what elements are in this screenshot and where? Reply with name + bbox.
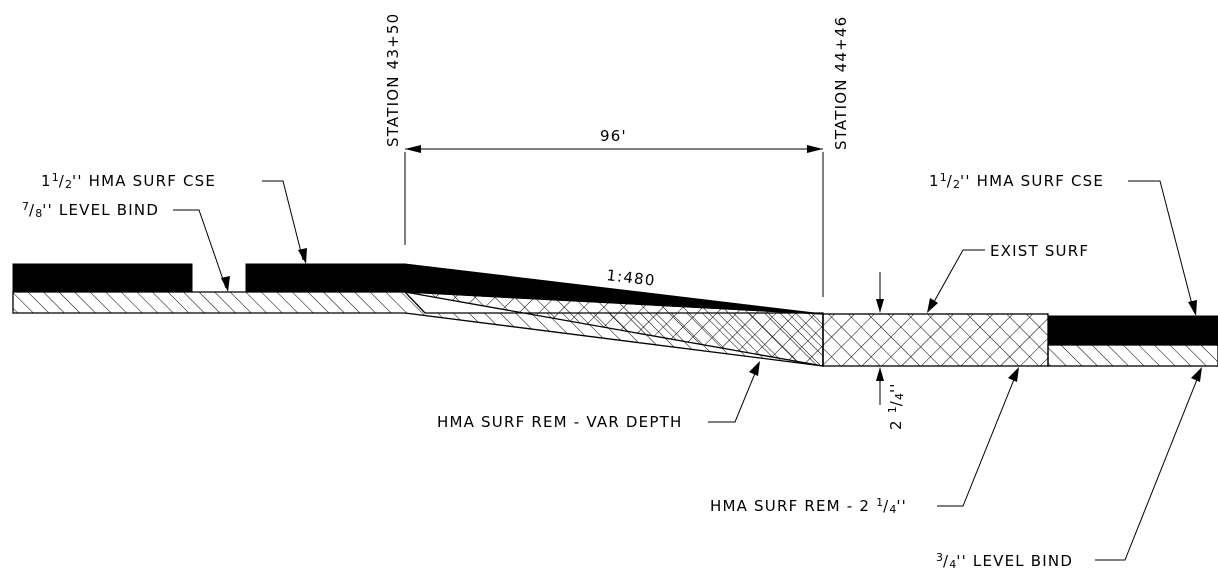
dimension-line	[405, 145, 823, 153]
label-level-bind-left: 7/8'' LEVEL BIND	[22, 200, 159, 220]
leader-exist-surf	[927, 249, 985, 313]
surface-course-left-a	[12, 263, 193, 293]
station-label-left: STATION 43+50	[384, 13, 402, 147]
label-exist-surf: EXIST SURF	[990, 242, 1089, 260]
leader-surf-cse-right	[1128, 180, 1197, 316]
leader-level-bind-left	[173, 209, 230, 292]
label-vertical-dimension: 2 1/4''	[886, 382, 906, 430]
label-surf-cse-left: 11/2'' HMA SURF CSE	[41, 171, 216, 191]
label-surf-cse-right: 11/2'' HMA SURF CSE	[929, 171, 1104, 191]
leader-level-bind-right	[1095, 367, 1202, 561]
surface-course-right	[1047, 315, 1218, 346]
existing-surface-block	[822, 313, 1049, 367]
leader-rem-depth	[937, 367, 1019, 507]
leader-rem-var-depth	[708, 361, 760, 423]
surface-course-taper	[404, 263, 824, 315]
label-level-bind-right: 3/4'' LEVEL BIND	[936, 551, 1073, 571]
leader-surf-cse-left	[262, 180, 307, 264]
dimension-label: 96'	[600, 127, 627, 145]
slope-label: 1:480	[606, 266, 657, 290]
label-rem-var-depth: HMA SURF REM - VAR DEPTH	[437, 413, 682, 431]
station-label-right: STATION 44+46	[832, 16, 850, 150]
vertical-dimension	[876, 272, 884, 405]
label-rem-depth: HMA SURF REM - 2 1/4''	[710, 496, 907, 516]
level-bind-layer-right	[1047, 344, 1218, 367]
surface-course-left-b	[245, 263, 406, 293]
